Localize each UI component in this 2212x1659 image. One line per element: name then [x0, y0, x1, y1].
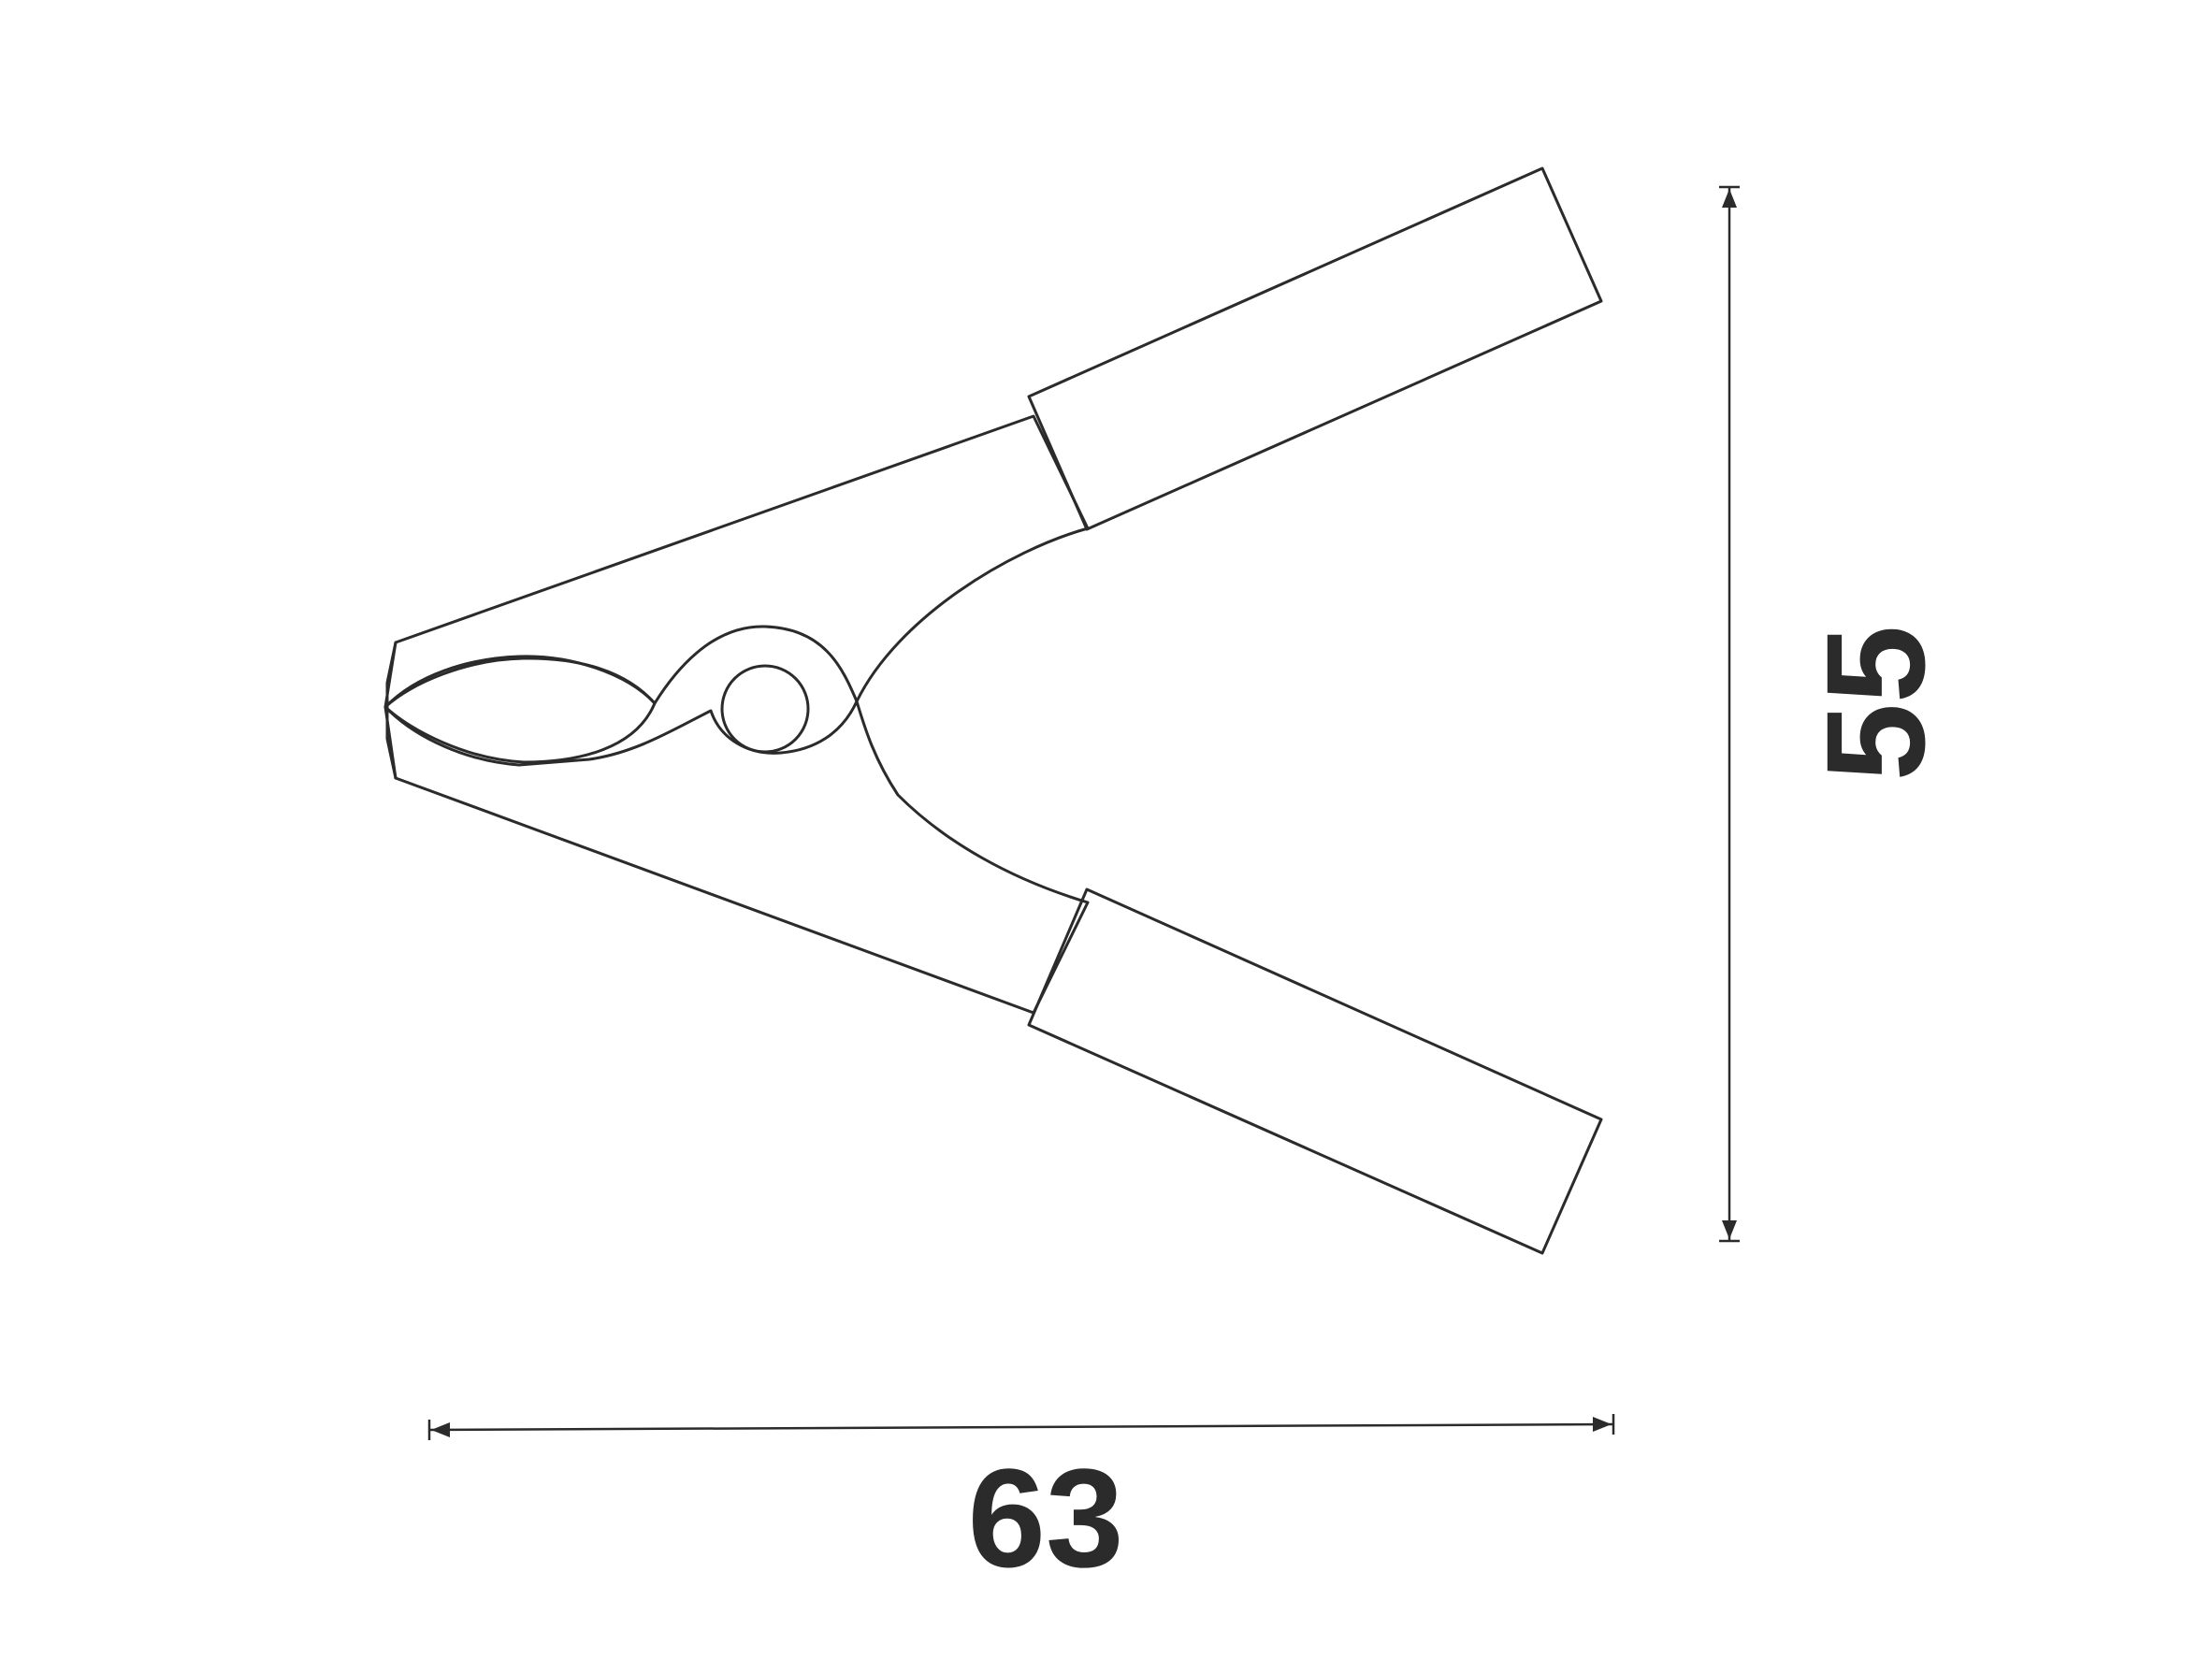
- width-dimension: [427, 1414, 1615, 1440]
- jaw-opening-upper: [383, 656, 657, 709]
- width-label: 63: [968, 1439, 1124, 1596]
- width-arrow-right: [1593, 1417, 1612, 1432]
- jaw-tip: [385, 641, 398, 780]
- lower-jaw-outline: [383, 700, 1090, 1015]
- upper-handle-sleeve: [1027, 166, 1603, 531]
- height-arrow-top: [1722, 189, 1737, 208]
- width-arrow-left: [431, 1422, 450, 1437]
- height-label: 55: [1797, 626, 1954, 782]
- width-dimension-line: [428, 1422, 1614, 1432]
- lower-handle-sleeve: [1027, 887, 1603, 1255]
- pivot-rivet: [720, 664, 810, 754]
- height-dimension: [1719, 185, 1740, 1243]
- height-arrow-bottom: [1722, 1220, 1737, 1239]
- upper-jaw-outline: [383, 414, 1090, 709]
- jaw-opening-lower: [383, 701, 657, 764]
